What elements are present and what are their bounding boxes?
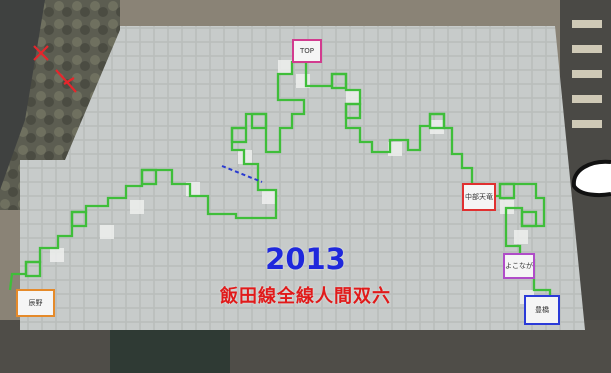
marker-bottom-left-label: 辰野 [28,299,43,307]
speech-bubble-edge [571,159,611,197]
marker-right-lower-label: よこなが [505,262,533,270]
marker-right-mid-label: 中部天竜 [465,193,493,201]
dashed-connector [221,165,263,183]
marker-bottom-left-frame [16,289,55,317]
building-top-left [0,0,45,190]
tiled-plaza [20,26,585,330]
compass-arrow [33,45,77,93]
caption-title: 飯田線全線人間双六 [220,286,391,307]
marker-top-label: TOP [299,47,314,55]
marker-bottom-right-label: 豊橋 [535,306,549,314]
marker-bottom-right-frame [524,295,560,325]
marker-right-mid-frame [462,183,496,211]
marker-top-frame [292,39,322,63]
marker-right-lower-frame [503,253,535,279]
caption-year: 2013 [265,242,346,276]
